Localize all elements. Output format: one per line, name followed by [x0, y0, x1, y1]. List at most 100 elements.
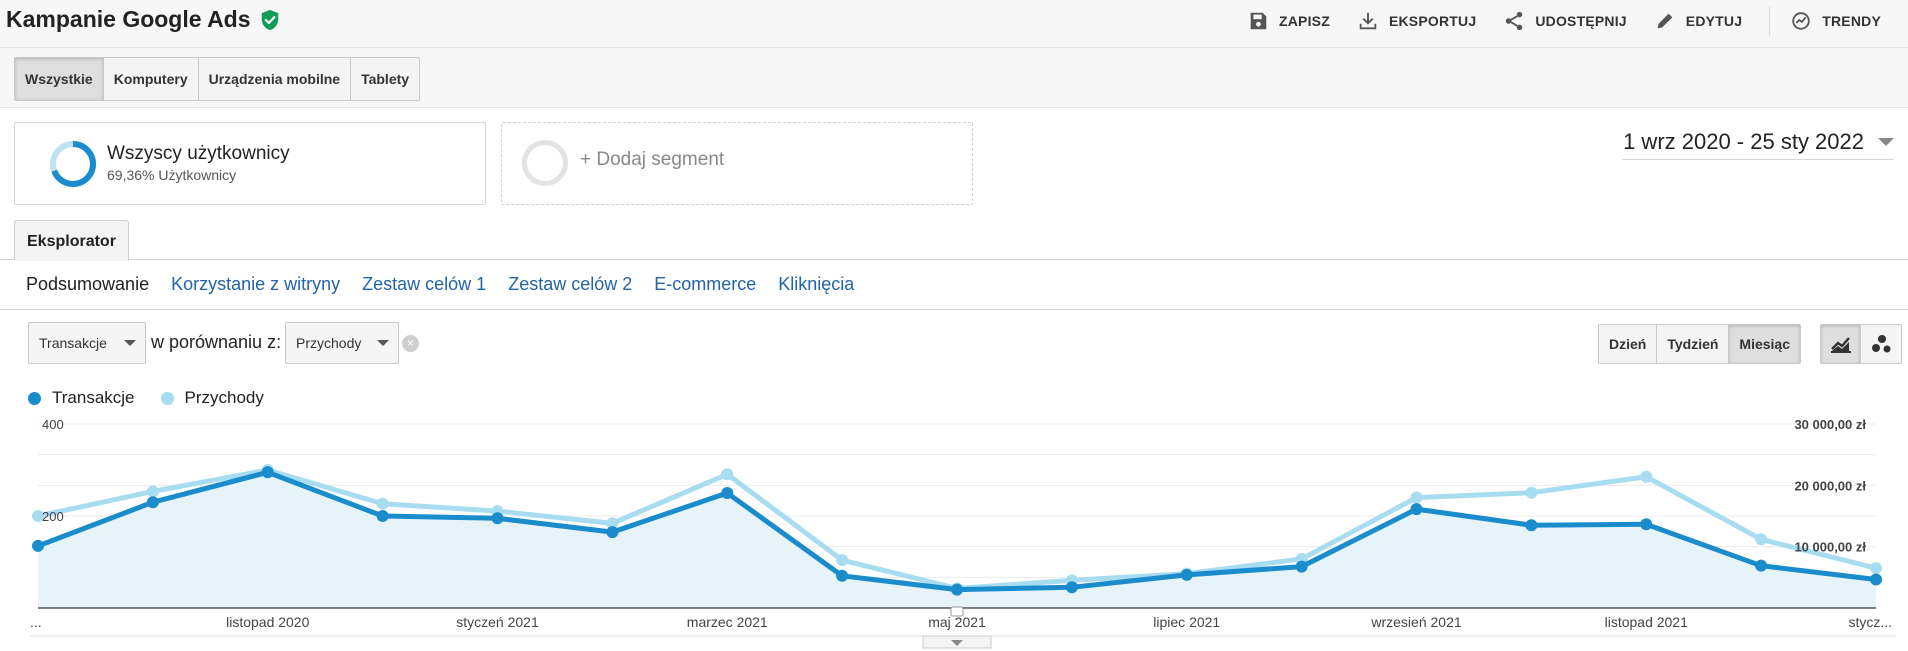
add-segment-button[interactable]: + Dodaj segment [501, 122, 973, 205]
legend-dot-revenue [160, 391, 174, 405]
chart-legend: Transakcje Przychody [28, 388, 264, 408]
save-button[interactable]: ZAPISZ [1247, 10, 1357, 32]
segment-all-users[interactable]: Wszyscy użytkownicy 69,36% Użytkownicy [14, 122, 486, 205]
legend-item-revenue[interactable]: Przychody [160, 388, 264, 408]
revenue-point-7 [836, 554, 849, 567]
device-filter-bar: Wszystkie Komputery Urządzenia mobilne T… [0, 48, 1908, 108]
right-axis-tick-label: 20 000,00 zł [1794, 478, 1866, 493]
share-button[interactable]: UDOSTĘPNIJ [1503, 10, 1653, 32]
revenue-point-14 [1640, 470, 1653, 483]
device-tab-all[interactable]: Wszystkie [15, 58, 104, 100]
subnav-ecommerce[interactable]: E-commerce [654, 274, 757, 294]
transactions-point-7 [836, 569, 849, 582]
motion-chart-view-button[interactable] [1861, 325, 1901, 363]
transactions-point-2 [261, 466, 274, 479]
revenue-point-15 [1755, 533, 1768, 546]
metric-select-primary[interactable]: Transakcje [28, 322, 146, 364]
subnav-clicks[interactable]: Kliknięcia [778, 274, 855, 294]
legend-item-transactions[interactable]: Transakcje [28, 388, 135, 408]
revenue-point-0 [32, 510, 44, 522]
transactions-point-9 [1065, 581, 1078, 594]
metric-select-compare-value: Przychody [296, 335, 362, 351]
device-tab-desktop[interactable]: Komputery [104, 58, 199, 100]
left-axis-tick-label: 400 [42, 417, 64, 432]
right-axis-tick-label: 30 000,00 zł [1794, 417, 1866, 432]
date-range-picker[interactable]: 1 wrz 2020 - 25 sty 2022 [1622, 124, 1894, 160]
device-tabs: Wszystkie Komputery Urządzenia mobilne T… [14, 57, 421, 101]
chart-controls: Transakcje w porównaniu z: Przychody × D… [0, 322, 1908, 368]
transactions-point-0 [32, 539, 44, 552]
left-axis-tick-label: 200 [42, 509, 64, 524]
transactions-point-12 [1410, 503, 1423, 516]
revenue-point-3 [376, 497, 389, 510]
transactions-point-6 [721, 487, 734, 499]
x-axis-tick-label: wrzesień 2021 [1370, 614, 1461, 630]
x-axis-tick-label: stycz... [1848, 614, 1892, 630]
subnav-goal-set-1[interactable]: Zestaw celów 1 [362, 274, 487, 294]
date-range-text: 1 wrz 2020 - 25 sty 2022 [1623, 128, 1864, 154]
x-axis-tick-label: listopad 2020 [226, 614, 310, 630]
chevron-down-icon [124, 340, 136, 346]
header-actions: ZAPISZ EKSPORTUJ UDOSTĘPNIJ EDYTUJ TREND… [1247, 0, 1908, 42]
export-label: EKSPORTUJ [1388, 13, 1477, 29]
add-segment-circle-icon [522, 140, 568, 186]
transactions-point-10 [1180, 568, 1193, 581]
legend-label-revenue: Przychody [184, 388, 264, 407]
transactions-point-15 [1755, 559, 1768, 572]
transactions-point-11 [1295, 560, 1308, 573]
report-tabs: Eksplorator [0, 220, 1908, 261]
subnav-goal-set-2[interactable]: Zestaw celów 2 [508, 274, 633, 294]
subnav-site-usage[interactable]: Korzystanie z witryny [171, 274, 341, 294]
trends-icon [1792, 12, 1810, 30]
transactions-point-4 [491, 512, 504, 525]
period-week-button[interactable]: Tydzień [1657, 325, 1730, 363]
x-axis-tick-label: styczeń 2021 [456, 614, 539, 630]
right-axis-tick-label: 10 000,00 zł [1794, 540, 1866, 555]
period-day-button[interactable]: Dzień [1599, 325, 1658, 363]
edit-button[interactable]: EDYTUJ [1654, 10, 1769, 32]
actions-divider [1769, 6, 1771, 36]
legend-label-transactions: Transakcje [52, 388, 135, 407]
report-title: Kampanie Google Ads [6, 6, 251, 32]
x-axis-tick-label: lipiec 2021 [1153, 614, 1220, 630]
period-toggle: Dzień Tydzień Miesiąc [1598, 324, 1802, 364]
metric-group-nav: Podsumowanie Korzystanie z witryny Zesta… [0, 260, 1908, 310]
line-chart-view-button[interactable] [1821, 325, 1861, 363]
transactions-point-8 [951, 583, 963, 596]
metric-select-primary-value: Transakcje [39, 335, 107, 351]
download-icon [1359, 12, 1377, 30]
segment-share: 69,36% Użytkownicy [107, 167, 237, 183]
report-header: Kampanie Google Ads ZAPISZ EKSPORTUJ UDO… [0, 0, 1908, 48]
export-button[interactable]: EKSPORTUJ [1357, 10, 1503, 32]
chevron-down-icon [377, 340, 389, 346]
x-axis-tick-label: maj 2021 [928, 614, 986, 630]
device-tab-tablet[interactable]: Tablety [361, 71, 410, 87]
revenue-point-12 [1410, 491, 1423, 504]
compare-label: w porównaniu z: [151, 332, 282, 352]
chart-view-toggle [1820, 324, 1902, 364]
transactions-point-14 [1640, 518, 1653, 531]
trends-label: TRENDY [1822, 13, 1881, 29]
report-title-wrap: Kampanie Google Ads [6, 6, 281, 33]
chevron-down-icon [1878, 137, 1894, 146]
add-segment-label: + Dodaj segment [580, 149, 725, 170]
segment-donut-icon [50, 141, 96, 187]
revenue-point-1 [146, 485, 159, 498]
clear-compare-icon[interactable]: × [402, 335, 419, 352]
tab-explorer[interactable]: Eksplorator [14, 220, 129, 261]
transactions-point-16 [1870, 573, 1882, 586]
bubble-chart-icon [1872, 335, 1891, 353]
revenue-point-13 [1525, 486, 1538, 499]
period-month-button[interactable]: Miesiąc [1729, 325, 1801, 363]
revenue-point-16 [1870, 562, 1882, 575]
device-tab-mobile[interactable]: Urządzenia mobilne [199, 58, 352, 100]
save-label: ZAPISZ [1278, 13, 1330, 29]
edit-label: EDYTUJ [1685, 13, 1743, 29]
legend-dot-transactions [28, 391, 41, 405]
subnav-summary[interactable]: Podsumowanie [26, 274, 150, 294]
metric-select-compare[interactable]: Przychody [285, 322, 399, 364]
pencil-icon [1657, 13, 1673, 29]
chevron-down-icon [951, 640, 963, 646]
trends-button[interactable]: TRENDY [1790, 10, 1908, 32]
x-axis-tick-label: listopad 2021 [1605, 614, 1689, 630]
